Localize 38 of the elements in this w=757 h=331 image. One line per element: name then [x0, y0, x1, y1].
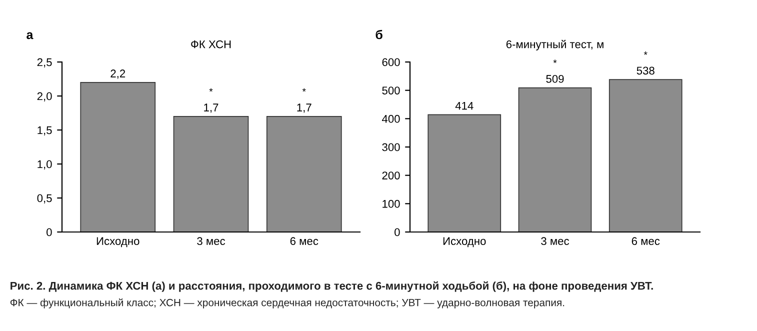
x-tick-label: 6 мес	[632, 237, 660, 246]
data-label: 1,7	[204, 104, 218, 113]
y-tick-label: 500	[382, 86, 400, 94]
y-tick-label: 0,5	[37, 194, 52, 204]
text: ФК — функциональный класс; ХСН — хроническая сердечная недостаточность; УВТ — ударно-волновая терапия.	[10, 298, 564, 308]
y-tick-label: 200	[382, 172, 400, 180]
text: Рис. 2. Динамика ФК ХСН (а) и расстояния, проходимого в тесте с 6-минутной ходьбой (б), на фоне проведения УВТ.	[10, 281, 653, 292]
data-label: 2,2	[110, 70, 126, 79]
x-tick-label: Исходно	[443, 237, 486, 248]
annotation: *	[644, 51, 648, 55]
text: а	[26, 32, 34, 40]
bar	[518, 87, 592, 232]
y-tick-label: 600	[382, 58, 400, 66]
data-label: 509	[546, 74, 564, 83]
y-tick-label: 1,0	[38, 160, 52, 170]
annotation: *	[209, 88, 213, 92]
y-tick-label: 1,5	[38, 126, 52, 136]
annotation: *	[302, 88, 306, 92]
y-tick-label: 0	[46, 228, 52, 236]
y-tick-label: 2,0	[37, 92, 52, 102]
y-tick-label: 400	[382, 114, 400, 123]
chart-title: 6-минутный тест, м	[506, 40, 604, 50]
x-tick-label: 6 мес	[290, 237, 318, 246]
y-tick-label: 300	[382, 143, 400, 152]
y-tick-label: 0	[394, 228, 400, 236]
y-tick-label: 2,5	[37, 58, 52, 68]
text: б	[376, 30, 382, 40]
x-tick-label: 3 мес	[541, 237, 570, 246]
data-label: 414	[455, 102, 474, 110]
x-tick-label: 3 мес	[197, 237, 226, 246]
chart-title: ФК ХСН	[191, 40, 231, 48]
data-label: 538	[636, 66, 654, 75]
annotation: *	[553, 60, 557, 64]
bar	[428, 114, 502, 232]
bar	[608, 79, 682, 232]
data-label: 1,7	[297, 104, 312, 113]
x-tick-label: Исходно	[96, 237, 140, 248]
y-tick-label: 100	[382, 200, 400, 208]
